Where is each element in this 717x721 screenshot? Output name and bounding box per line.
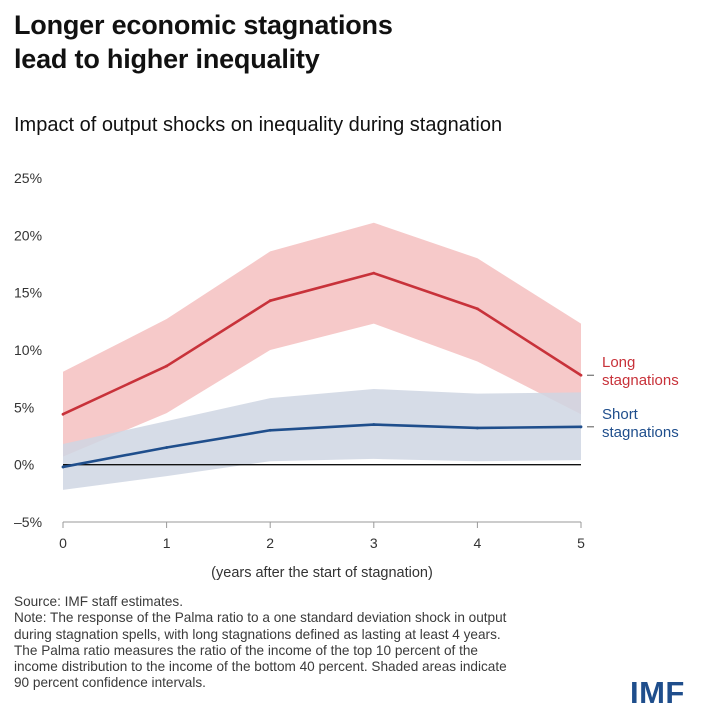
headline-line-2: lead to higher inequality (14, 44, 320, 74)
y-tick-label: 25% (14, 170, 42, 186)
imf-logo: IMF (630, 675, 685, 710)
headline: Longer economic stagnations lead to high… (14, 8, 614, 76)
y-tick-label: 15% (14, 285, 42, 301)
x-tick-label: 0 (59, 535, 67, 551)
data-point-long (61, 412, 65, 416)
series-line-long (62, 271, 582, 416)
chart-title: Impact of output shocks on inequality du… (14, 114, 503, 136)
chart: –5% 0% 5% 10% 15% 20% 25% 0 1 2 3 4 5 (years after th… (14, 170, 679, 581)
note-line-2: during stagnation spells, with long stag… (14, 626, 501, 642)
y-tick-label: –5% (14, 514, 42, 530)
note-line-3: The Palma ratio measures the ratio of th… (14, 642, 478, 658)
x-tick-label: 3 (370, 535, 378, 551)
x-tick-label: 1 (163, 535, 171, 551)
note-line-4: income distribution to the income of the… (14, 659, 507, 675)
legend-label-long: Long (602, 354, 635, 371)
headline-line-1: Longer economic stagnations (14, 10, 393, 40)
y-tick-label: 20% (14, 227, 42, 243)
legend-label-short: Short (602, 406, 639, 423)
note-line-1: Note: The response of the Palma ratio to… (14, 610, 507, 626)
data-point-long (372, 271, 376, 275)
data-point-short (165, 446, 169, 449)
data-point-short (268, 428, 272, 432)
legend-label-short: stagnations (602, 424, 679, 441)
y-tick-label: 5% (14, 399, 34, 415)
data-point-short (579, 425, 583, 429)
data-point-short (372, 423, 376, 426)
data-point-long (268, 299, 272, 303)
x-tick-label: 4 (474, 535, 482, 551)
note-line-5: 90 percent confidence intervals. (14, 675, 206, 691)
y-tick-label: 10% (14, 342, 42, 358)
x-tick-label: 5 (577, 535, 585, 551)
data-point-short (61, 465, 65, 469)
data-point-long (476, 307, 479, 311)
series-line-short (62, 423, 582, 469)
data-point-long (579, 373, 583, 377)
data-point-long (165, 364, 169, 368)
y-tick-label: 0% (14, 457, 34, 473)
confidence-band-long (63, 222, 581, 457)
x-axis-label: (years after the start of stagnation) (211, 565, 433, 581)
x-tick-label: 2 (266, 535, 274, 551)
legend-label-long: stagnations (602, 372, 679, 389)
source-note: Source: IMF staff estimates. (14, 594, 183, 609)
footnotes: Source: IMF staff estimates. Note: The r… (14, 594, 604, 692)
data-point-short (476, 426, 479, 430)
